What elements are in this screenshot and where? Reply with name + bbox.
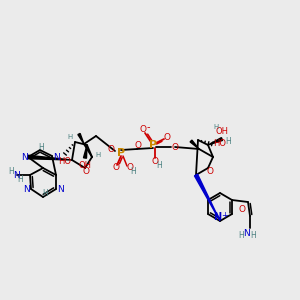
Text: N: N — [21, 154, 27, 163]
Text: OH: OH — [215, 127, 229, 136]
Text: H: H — [17, 176, 23, 184]
Text: N: N — [244, 229, 250, 238]
Text: HO: HO — [214, 140, 226, 148]
Text: P: P — [117, 148, 125, 158]
Polygon shape — [208, 138, 223, 145]
Text: H: H — [130, 167, 136, 176]
Text: H: H — [42, 190, 48, 199]
Text: N: N — [24, 184, 30, 194]
Text: +: + — [222, 211, 228, 220]
Text: N: N — [52, 152, 59, 161]
Text: O: O — [127, 164, 134, 172]
Text: H: H — [38, 142, 44, 152]
Text: O: O — [206, 167, 214, 176]
Text: O: O — [152, 158, 158, 166]
Text: O: O — [134, 140, 142, 149]
Text: O: O — [107, 145, 115, 154]
Polygon shape — [190, 140, 199, 149]
Text: H: H — [68, 134, 73, 140]
Text: O: O — [164, 134, 170, 142]
Text: H: H — [250, 232, 256, 241]
Polygon shape — [194, 174, 220, 221]
Text: H: H — [8, 167, 14, 176]
Polygon shape — [28, 155, 72, 160]
Text: H: H — [95, 152, 101, 158]
Text: H: H — [156, 160, 162, 169]
Text: -: - — [146, 122, 150, 132]
Text: O: O — [140, 125, 146, 134]
Polygon shape — [83, 145, 87, 158]
Text: N: N — [213, 212, 221, 222]
Text: O: O — [112, 164, 119, 172]
Text: H: H — [225, 136, 231, 146]
Text: HO: HO — [58, 157, 71, 166]
Text: O: O — [82, 167, 89, 176]
Text: O: O — [238, 206, 245, 214]
Text: N: N — [13, 172, 20, 181]
Text: P: P — [149, 140, 157, 150]
Text: OH: OH — [79, 160, 92, 169]
Text: H: H — [238, 232, 244, 241]
Polygon shape — [78, 134, 84, 144]
Text: H: H — [213, 124, 219, 130]
Text: O: O — [172, 142, 178, 152]
Text: N: N — [57, 184, 63, 194]
